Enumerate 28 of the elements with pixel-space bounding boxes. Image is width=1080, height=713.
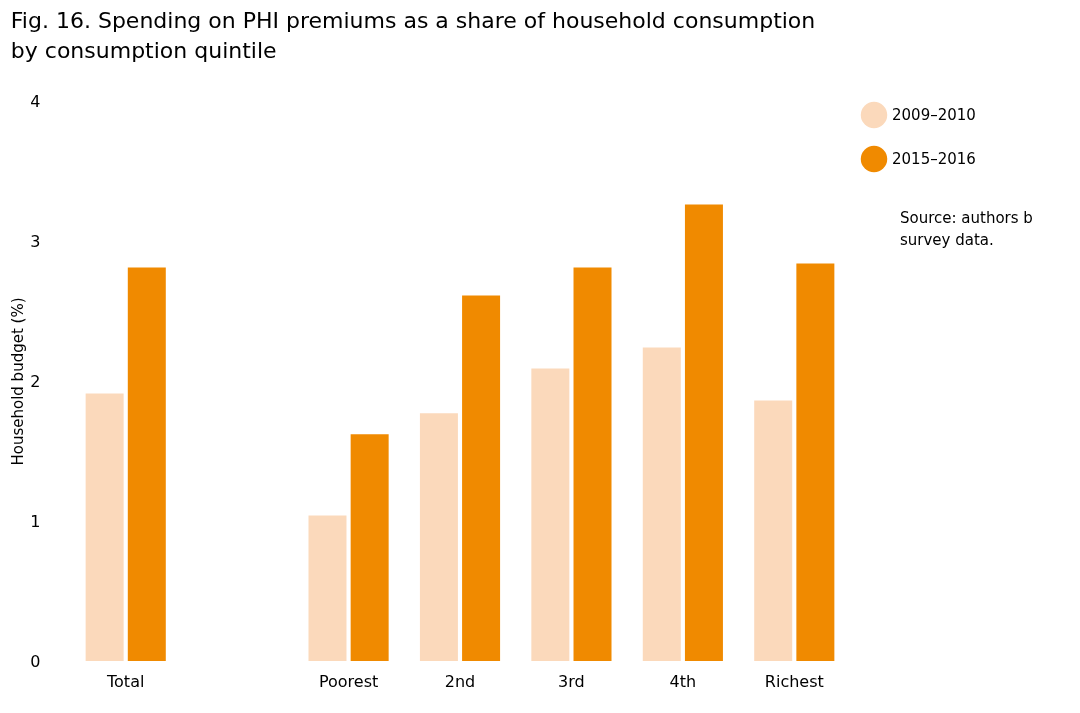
y-tick-label: 4: [30, 91, 41, 111]
bar: [350, 434, 389, 661]
y-tick-label: 1: [30, 511, 41, 531]
bar: [754, 400, 793, 661]
chart-title: Fig. 16. Spending on PHI premiums as a share of household consumption by consumption quintile: [10, 8, 816, 63]
x-tick-label: Richest: [764, 671, 824, 691]
y-tick-label: 2: [30, 371, 41, 391]
y-tick-label: 3: [30, 231, 41, 251]
y-axis-title: Household budget (%): [9, 297, 28, 466]
source-note: Source: authors b survey data.: [900, 209, 1033, 249]
y-tick-label: 0: [30, 651, 41, 671]
x-tick-label: 2nd: [444, 671, 476, 691]
bar: [85, 393, 124, 661]
x-tick-label: Poorest: [318, 671, 379, 691]
bar: [642, 347, 681, 661]
bar: [127, 267, 166, 661]
bar: [462, 295, 501, 661]
x-tick-label: 4th: [669, 671, 697, 691]
bar: [531, 368, 570, 661]
legend-label: 2009–2010: [892, 106, 976, 124]
bar: [419, 413, 458, 661]
legend-label: 2015–2016: [892, 150, 976, 168]
bar: [684, 204, 723, 661]
x-tick-label: 3rd: [558, 671, 585, 691]
bar: [308, 515, 347, 661]
x-tick-label: Total: [106, 671, 145, 691]
bar: [796, 263, 835, 661]
bar: [573, 267, 612, 661]
